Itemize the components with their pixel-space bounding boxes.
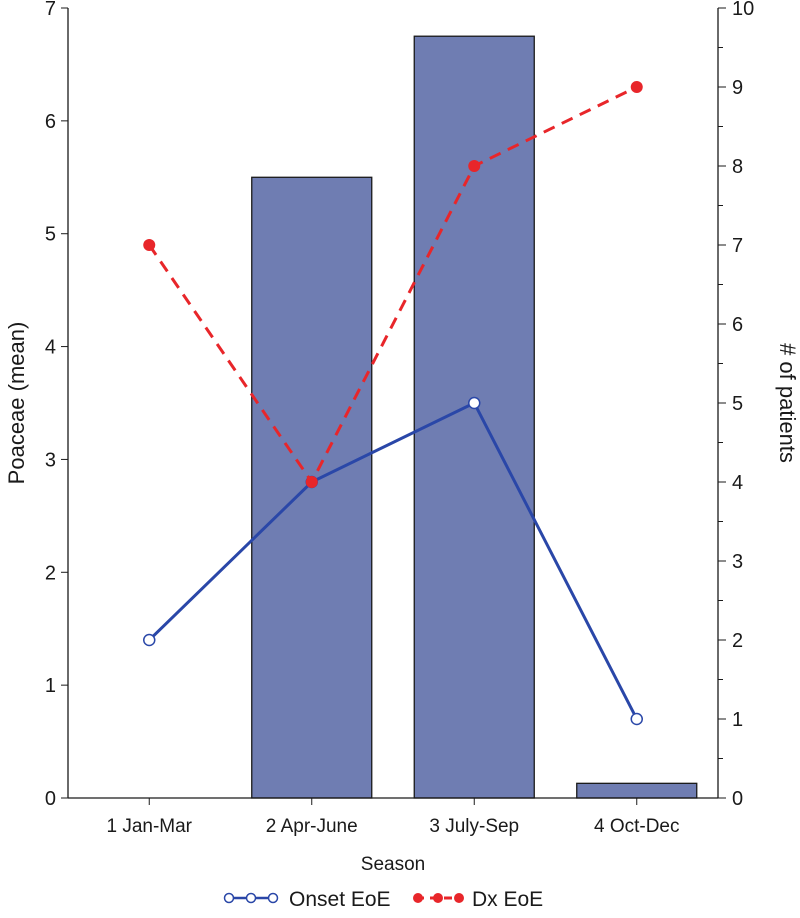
y-left-tick-label: 6 <box>45 111 56 133</box>
legend-dx-label: Dx EoE <box>472 888 543 911</box>
series-point <box>143 633 156 647</box>
y-right-tick-label: 2 <box>732 630 743 652</box>
series-point <box>630 81 643 93</box>
y-right-tick-label: 7 <box>732 235 743 257</box>
series-point <box>305 476 318 488</box>
y-axis-right-label: # of patients <box>775 343 800 463</box>
series-point <box>143 239 156 251</box>
bar <box>576 782 698 799</box>
bar <box>413 35 535 799</box>
y-left-tick-label: 1 <box>45 675 56 697</box>
y-left-tick-label: 0 <box>45 788 56 810</box>
x-tick-label: 2 Apr-June <box>266 816 358 837</box>
y-right-tick-label: 0 <box>732 788 743 810</box>
x-tick-label: 1 Jan-Mar <box>106 816 192 837</box>
y-left-tick-label: 7 <box>45 0 56 20</box>
series-line-1 <box>148 85 638 485</box>
y-right-tick-label: 3 <box>732 551 743 573</box>
x-tick-label: 4 Oct-Dec <box>594 816 680 837</box>
series-line-0 <box>148 401 639 720</box>
x-tick-label: 3 July-Sep <box>429 816 519 837</box>
series-point <box>630 712 643 726</box>
y-right-tick-label: 6 <box>732 314 743 336</box>
legend: Onset EoE Dx EoE <box>223 888 543 911</box>
y-right-tick-label: 4 <box>732 472 743 494</box>
x-axis-label: Season <box>361 854 425 875</box>
y-left-tick-label: 3 <box>45 449 56 471</box>
y-right-tick-label: 5 <box>732 393 743 415</box>
y-right-tick-label: 1 <box>732 709 743 731</box>
y-right-tick-label: 9 <box>732 77 743 99</box>
y-right-tick-label: 10 <box>732 0 754 20</box>
y-right-tick-label: 8 <box>732 156 743 178</box>
legend-onset-label: Onset EoE <box>289 888 391 911</box>
legend-dx-marker <box>413 893 464 903</box>
series-point <box>468 160 481 172</box>
y-left-tick-label: 2 <box>45 562 56 584</box>
y-left-tick-label: 4 <box>45 337 56 359</box>
series-point <box>468 396 481 410</box>
legend-onset-marker <box>223 892 279 904</box>
y-axis-left-label: Poaceae (mean) <box>4 322 29 485</box>
y-left-tick-label: 5 <box>45 224 56 246</box>
